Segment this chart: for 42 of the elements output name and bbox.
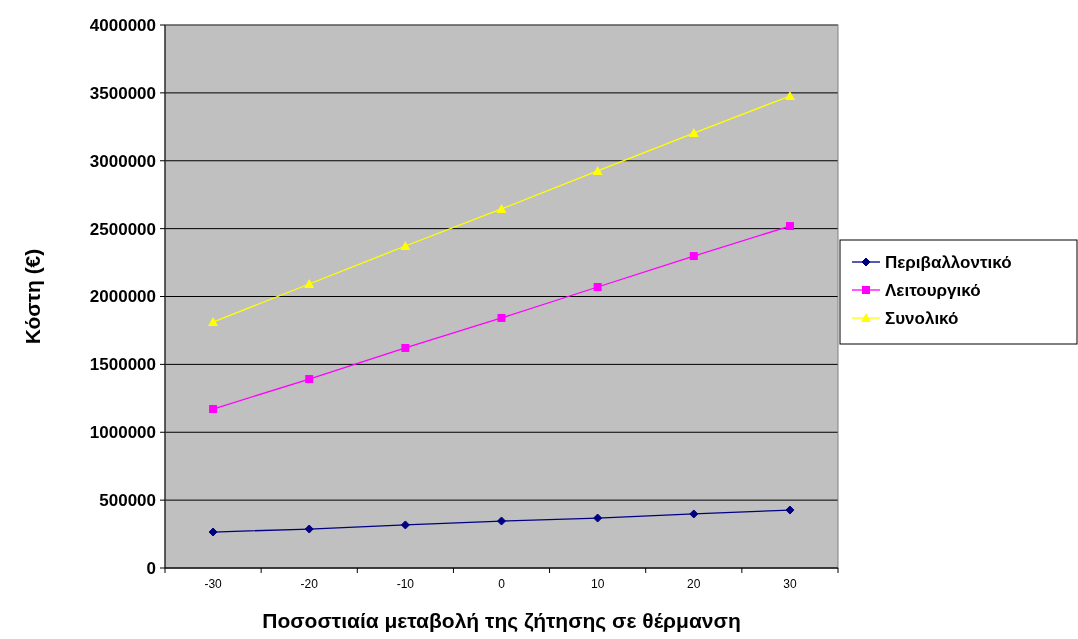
- point: [592, 165, 603, 175]
- point: [496, 203, 507, 213]
- point: [784, 91, 795, 100]
- point: [305, 375, 314, 384]
- y-tick-label: 1000000: [89, 423, 156, 443]
- y-tick-label: 0: [146, 558, 156, 578]
- point: [497, 516, 506, 526]
- x-tick-label: -20: [300, 577, 319, 591]
- point: [593, 513, 603, 523]
- point: [497, 313, 506, 322]
- y-tick-label: 2000000: [89, 287, 156, 307]
- point: [400, 520, 410, 530]
- point: [785, 222, 794, 231]
- point: [689, 509, 699, 519]
- x-axis-title: Ποσοστιαία μεταβολή της ζήτησης σε θέρμανση: [262, 609, 741, 633]
- point: [304, 524, 314, 534]
- legend-label: Συνολικό: [885, 308, 959, 328]
- point: [208, 527, 218, 537]
- point: [689, 252, 698, 261]
- point: [785, 505, 795, 515]
- point: [593, 283, 602, 291]
- y-axis-title: Κόστη (€): [21, 248, 44, 345]
- x-tick-label: -10: [396, 577, 415, 591]
- point: [304, 279, 315, 289]
- point: [401, 343, 410, 352]
- x-tick-label: 20: [687, 577, 701, 591]
- point: [209, 405, 218, 414]
- y-tick-label: 500000: [99, 491, 156, 511]
- y-tick-label: 4000000: [89, 15, 156, 35]
- y-tick-label: 3500000: [89, 83, 156, 103]
- x-tick-label: 0: [498, 577, 506, 591]
- x-tick-label: -30: [204, 577, 223, 591]
- y-tick-label: 3000000: [89, 151, 156, 171]
- y-tick-label: 2500000: [89, 219, 156, 239]
- x-tick-label: 30: [783, 577, 797, 591]
- y-tick-label: 1500000: [89, 355, 156, 375]
- point: [400, 241, 411, 250]
- x-tick-label: 10: [590, 577, 605, 591]
- legend-label: Λειτουργικό: [885, 280, 981, 300]
- point: [688, 128, 699, 138]
- point: [208, 317, 219, 327]
- legend-label: Περιβαλλοντικό: [885, 252, 1012, 272]
